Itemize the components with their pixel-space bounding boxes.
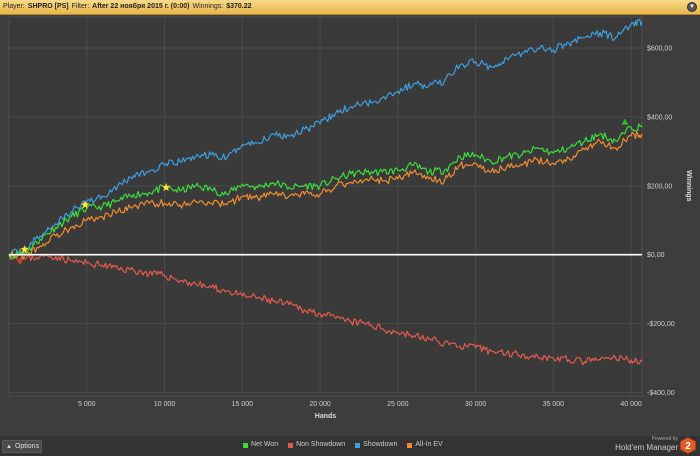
down-triangle-marker: [16, 259, 24, 266]
x-tick-label: 35 000: [543, 401, 565, 408]
winnings-chart-svg: 5 000 10 000 15 000 20 000 25 000 30 000 35 00…: [8, 16, 692, 420]
legend-item-all-in-ev[interactable]: All-In EV: [407, 439, 443, 451]
x-tick-label: 5 000: [78, 401, 96, 408]
hem2-logo-icon: 2: [680, 437, 696, 454]
brand: Powered by Hold'em Manager: [615, 436, 678, 453]
plot-background: [8, 16, 643, 397]
window-menu-button[interactable]: ▾: [687, 2, 697, 12]
winnings-value: $370.22: [226, 3, 252, 10]
legend-item-showdown[interactable]: Showdown: [355, 439, 397, 451]
non-showdown-line: [8, 253, 643, 366]
title-bar: Player: SHPRO [PS] Filter: After 22 ноября …: [0, 0, 700, 15]
y-tick-label: $200,00: [647, 183, 672, 190]
legend-label: Showdown: [363, 441, 398, 448]
options-arrow-icon: ▲: [6, 444, 12, 450]
x-tick-label: 40 000: [620, 401, 642, 408]
up-triangle-marker: [621, 118, 629, 125]
y-tick-label: -$400,00: [647, 390, 675, 397]
legend-label: Net Won: [251, 441, 279, 448]
winnings-chart: 5 000 10 000 15 000 20 000 25 000 30 000 35 00…: [0, 15, 700, 436]
y-tick-label: -$200,00: [647, 321, 675, 328]
player-value: SHPRO [PS]: [27, 3, 69, 10]
x-axis-label: Hands: [315, 413, 337, 420]
net-won-line: [8, 123, 643, 259]
y-tick-label: $400,00: [647, 114, 672, 121]
legend-swatch: [407, 442, 413, 448]
legend-label: All-In EV: [415, 441, 443, 448]
y-tick-label: $0,00: [647, 252, 665, 259]
y-axis-label: Winnings: [685, 170, 692, 202]
winnings-label: Winnings:: [192, 3, 224, 10]
x-tick-label: 10 000: [154, 401, 176, 408]
star-marker: [80, 200, 90, 209]
x-tick-label: 25 000: [387, 401, 409, 408]
legend-swatch: [355, 442, 361, 448]
legend-swatch: [243, 442, 248, 448]
y-tick-label: $600,00: [647, 46, 672, 53]
options-button[interactable]: ▲ Options: [2, 440, 42, 453]
legend-label: Non Showdown: [296, 441, 346, 448]
chart-legend: Net Won Non Showdown Showdown All-In EV: [243, 439, 443, 451]
all-in-ev-line: [8, 131, 643, 260]
legend-item-non-showdown[interactable]: Non Showdown: [288, 439, 345, 451]
x-tick-label: 30 000: [465, 401, 487, 408]
star-marker: [161, 182, 171, 192]
x-tick-label: 15 000: [232, 401, 254, 408]
x-tick-label: 20 000: [309, 401, 331, 408]
powered-by-text: Powered by: [651, 436, 678, 442]
showdown-line: [8, 18, 643, 259]
legend-swatch: [288, 442, 294, 448]
brand-number: 2: [685, 441, 691, 452]
filter-label: Filter:: [71, 3, 90, 10]
options-label: Options: [14, 443, 40, 450]
brand-name: Hold'em Manager: [615, 443, 678, 452]
player-label: Player:: [3, 3, 25, 10]
bottom-bar: ▲ Options Net Won Non Showdown Showdown All-…: [0, 436, 700, 456]
filter-value: After 22 ноября 2015 г. (0:00): [92, 3, 190, 10]
star-marker: [20, 244, 29, 254]
legend-item-net-won[interactable]: Net Won: [243, 439, 278, 451]
